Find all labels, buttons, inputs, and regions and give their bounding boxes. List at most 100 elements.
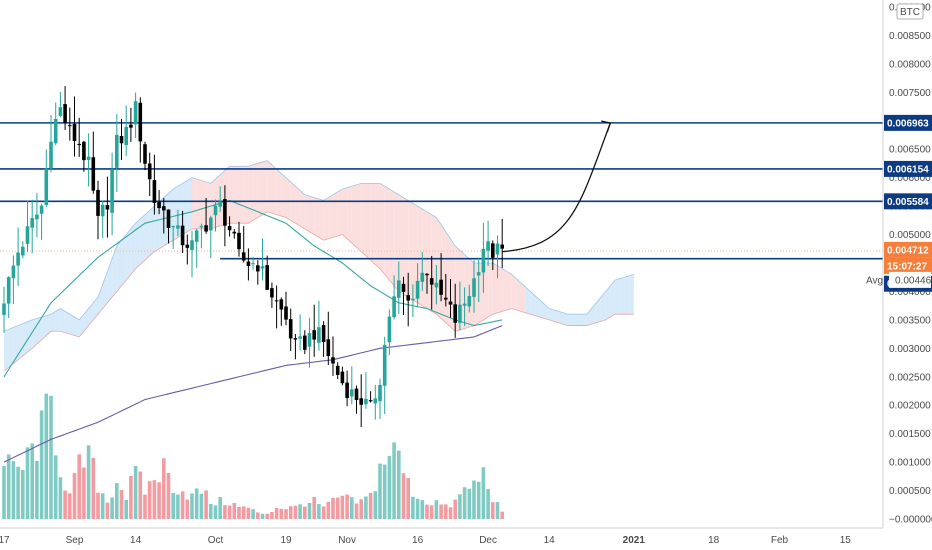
candle-body bbox=[411, 298, 415, 301]
volume-bar bbox=[129, 475, 133, 519]
cloud-segment bbox=[469, 258, 474, 327]
candle-body bbox=[260, 266, 265, 269]
candle-body bbox=[218, 201, 222, 207]
candle-body bbox=[133, 101, 138, 125]
candle-body bbox=[96, 189, 100, 216]
avg-label: Avg bbox=[866, 275, 883, 286]
cloud-segment bbox=[572, 314, 578, 326]
y-tick-label: 0.003000 bbox=[889, 344, 931, 355]
volume-bar bbox=[359, 499, 363, 519]
cloud-segment bbox=[323, 197, 329, 241]
y-tick-label: 0.006000 bbox=[889, 173, 931, 184]
x-tick-label: 15 bbox=[840, 535, 852, 546]
cloud-segment bbox=[239, 166, 244, 224]
cloud-segment bbox=[478, 263, 484, 323]
avg-tag-bg bbox=[889, 271, 931, 288]
projection-curve bbox=[502, 122, 611, 253]
volume-bar bbox=[331, 497, 335, 519]
volume-bar bbox=[317, 504, 321, 519]
cloud-segment bbox=[427, 211, 432, 312]
volume-bar bbox=[491, 502, 495, 519]
candle-body bbox=[58, 107, 63, 116]
cloud-segment bbox=[145, 210, 150, 261]
cloud-segment bbox=[253, 163, 258, 221]
cloud-segment bbox=[102, 271, 108, 309]
volume-bar bbox=[124, 500, 128, 519]
cloud-segment bbox=[333, 191, 338, 238]
ma-slow-line bbox=[3, 325, 503, 463]
candle-body bbox=[190, 240, 194, 251]
cloud-segment bbox=[549, 308, 554, 322]
volume-bar bbox=[209, 503, 213, 519]
candle-body bbox=[147, 163, 152, 180]
cloud-segment bbox=[60, 308, 66, 333]
price-level-lines bbox=[0, 122, 883, 260]
cloud-segment bbox=[234, 166, 239, 224]
cloud-segment bbox=[605, 285, 611, 320]
candle-body bbox=[39, 205, 44, 214]
y-tick-label: 0.001000 bbox=[889, 458, 931, 469]
cloud-segment bbox=[4, 329, 9, 372]
volume-bar bbox=[321, 506, 326, 519]
ichimoku-cloud bbox=[3, 160, 634, 372]
y-tick-label: 0.006500 bbox=[889, 145, 931, 156]
price-tags: 0.006963 0.006154 0.005584 0.004712 15:07:27… bbox=[866, 114, 932, 292]
cloud-segment bbox=[196, 179, 202, 229]
volume-bar bbox=[166, 472, 171, 519]
cloud-segment bbox=[55, 308, 61, 332]
candle-body bbox=[467, 296, 472, 307]
y-tick-label: 0.002000 bbox=[889, 401, 931, 412]
cloud-segment bbox=[281, 173, 286, 218]
candle-body bbox=[16, 252, 20, 266]
volume-bar bbox=[303, 506, 307, 519]
cloud-segment bbox=[248, 164, 254, 224]
volume-bar bbox=[119, 489, 124, 519]
volume-bar bbox=[406, 478, 410, 519]
cloud-segment bbox=[304, 194, 310, 232]
candle-body bbox=[44, 168, 49, 205]
candle-body bbox=[49, 141, 53, 169]
candle-body bbox=[340, 371, 345, 384]
cloud-segment bbox=[347, 186, 352, 244]
cloud-segment bbox=[192, 177, 197, 229]
level-tag-bg bbox=[884, 193, 932, 210]
cloud-segment bbox=[563, 312, 568, 326]
cloud-segment bbox=[149, 206, 155, 256]
cloud-segment bbox=[18, 323, 23, 360]
cloud-segment bbox=[436, 217, 442, 319]
cloud-segment bbox=[488, 263, 493, 318]
volume-bar bbox=[138, 471, 143, 519]
cloud-upper-edge bbox=[3, 160, 634, 332]
candle-body bbox=[138, 102, 143, 142]
cloud-segment bbox=[229, 166, 235, 224]
cloud-segment bbox=[300, 190, 305, 229]
volume-bar bbox=[274, 507, 279, 519]
cloud-segment bbox=[69, 314, 75, 336]
volume-bar bbox=[444, 504, 448, 519]
volume-bar bbox=[185, 499, 190, 519]
candle-body bbox=[317, 327, 321, 343]
cloud-segment bbox=[187, 177, 192, 232]
cloud-segment bbox=[544, 304, 550, 320]
candle-body bbox=[119, 136, 124, 144]
candle-body bbox=[312, 330, 316, 340]
candle-body bbox=[476, 272, 481, 276]
x-tick-label: 16 bbox=[412, 535, 424, 546]
volume-bar bbox=[288, 506, 293, 519]
candle-body bbox=[453, 304, 457, 323]
cloud-segment bbox=[295, 186, 301, 227]
x-tick-label: 14 bbox=[544, 535, 556, 546]
cloud-segment bbox=[79, 314, 84, 337]
cloud-segment bbox=[182, 180, 188, 235]
projection-arrow bbox=[502, 120, 612, 253]
cloud-segment bbox=[210, 179, 216, 229]
candle-body bbox=[345, 382, 349, 399]
cloud-segment bbox=[351, 184, 357, 248]
y-tick-label: −0.000000 bbox=[889, 515, 932, 526]
candle-body bbox=[241, 252, 246, 261]
candle-body bbox=[35, 214, 39, 220]
cloud-segment bbox=[624, 275, 630, 315]
candle-body bbox=[335, 365, 340, 375]
cloud-segment bbox=[83, 308, 89, 332]
cloud-segment bbox=[615, 278, 620, 315]
